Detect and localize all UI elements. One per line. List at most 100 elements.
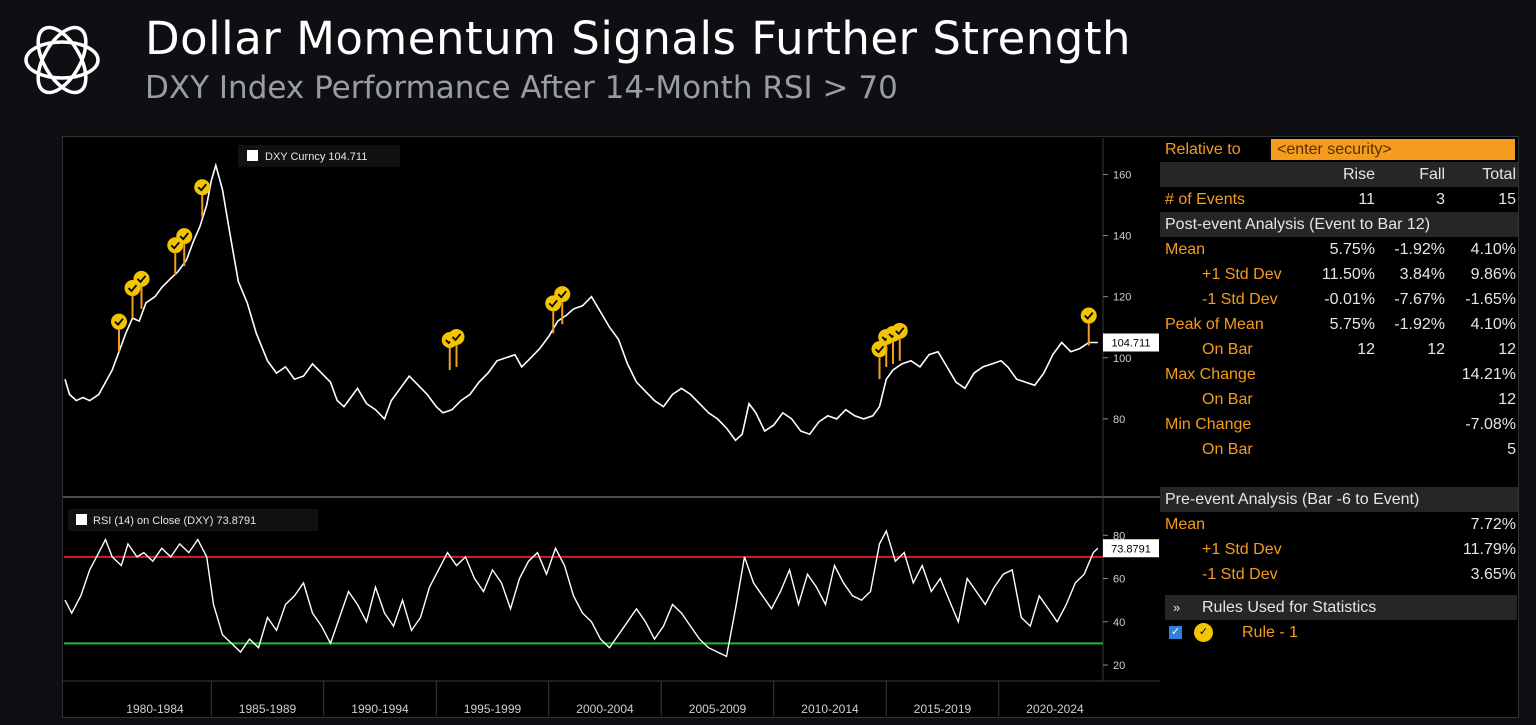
column-total: Total <box>1482 166 1516 183</box>
rsi-last-value-label: 73.8791 <box>1111 543 1151 555</box>
x-axis-label: 2005-2009 <box>689 702 747 716</box>
post-event-cell: -0.01% <box>1324 291 1375 308</box>
x-axis-label: 1995-1999 <box>464 702 522 716</box>
post-event-row: Max Change 14.21% <box>1160 362 1518 387</box>
post-event-cell: 12 <box>1498 391 1516 408</box>
post-event-cell: 9.86% <box>1470 266 1516 283</box>
post-event-cell: 14.21% <box>1461 366 1516 383</box>
chevron-double-down-icon[interactable]: » <box>1173 600 1181 615</box>
event-marker-check-icon <box>548 299 558 308</box>
events-total: 15 <box>1498 191 1516 208</box>
pre-event-row-label: Mean <box>1165 516 1206 533</box>
post-event-row-label: -1 Std Dev <box>1202 291 1278 308</box>
x-axis-label: 1980-1984 <box>126 702 184 716</box>
events-fall: 3 <box>1436 191 1445 208</box>
post-event-row-label: Peak of Mean <box>1165 316 1264 333</box>
event-marker[interactable] <box>871 341 888 358</box>
post-event-row: On Bar 12 <box>1160 387 1518 412</box>
rsi-last-value-tag <box>1103 539 1159 558</box>
post-event-row: On Bar 12 12 12 <box>1160 337 1518 362</box>
post-event-cell: 12 <box>1427 341 1445 358</box>
rule-label: Rule - 1 <box>1242 624 1299 641</box>
post-event-header: Post-event Analysis (Event to Bar 12) <box>1160 212 1518 237</box>
page-subtitle: DXY Index Performance After 14-Month RSI… <box>145 70 898 106</box>
event-marker[interactable] <box>176 228 193 245</box>
price-last-value-label: 104.711 <box>1112 338 1151 350</box>
column-rise: Rise <box>1342 166 1375 183</box>
x-axis-label: 2015-2019 <box>914 702 972 716</box>
event-marker-check-icon <box>179 232 189 241</box>
post-event-cell: 5 <box>1507 441 1516 458</box>
rule-row: ✓ ✓ Rule - 1 <box>1160 620 1518 645</box>
rsi-legend-swatch <box>76 514 87 525</box>
price-legend-text: DXY Curncy 104.711 <box>265 151 367 163</box>
event-marker-check-icon <box>127 284 138 293</box>
post-event-row-label: Max Change <box>1165 366 1256 383</box>
event-marker-check-icon <box>136 275 147 284</box>
event-marker-check-icon <box>895 327 905 336</box>
x-axis-label: 2020-2024 <box>1026 702 1084 716</box>
post-event-cell: 11.50% <box>1321 266 1375 283</box>
pre-event-row: -1 Std Dev 3.65% <box>1160 562 1518 587</box>
post-event-row: On Bar 5 <box>1160 437 1518 462</box>
x-axis-label: 2010-2014 <box>801 702 859 716</box>
post-event-row-label: Mean <box>1165 241 1206 258</box>
events-row: # of Events 11 3 15 <box>1160 187 1518 212</box>
post-event-cell: 5.75% <box>1329 241 1375 258</box>
price-axis-tick-label: 140 <box>1113 231 1131 243</box>
price-last-value-tag <box>1103 333 1159 352</box>
event-marker[interactable] <box>448 328 465 345</box>
rules-header-row[interactable]: » Rules Used for Statistics <box>1165 595 1517 620</box>
event-marker[interactable] <box>133 270 150 287</box>
event-marker[interactable] <box>111 313 127 330</box>
rsi-line <box>64 529 1099 658</box>
price-legend-swatch <box>247 150 258 161</box>
post-event-cell: -1.65% <box>1465 291 1516 308</box>
post-event-cell: 4.10% <box>1470 241 1516 258</box>
post-event-row: +1 Std Dev 11.50% 3.84% 9.86% <box>1160 262 1518 287</box>
x-axis-label: 1990-1994 <box>351 702 409 716</box>
pre-event-cell: 11.79% <box>1462 541 1516 558</box>
pre-event-cell: 3.65% <box>1470 566 1516 583</box>
rsi-legend-text: RSI (14) on Close (DXY) 73.8791 <box>93 515 256 527</box>
price-axis-tick-label: 120 <box>1113 292 1131 304</box>
statistics-panel: Relative to <enter security> Rise Fall T… <box>1160 137 1518 717</box>
post-event-cell: -7.67% <box>1394 291 1445 308</box>
brand-logo-icon <box>24 25 100 95</box>
pre-event-row: +1 Std Dev 11.79% <box>1160 537 1518 562</box>
event-marker-check-icon <box>170 241 180 250</box>
price-axis-tick-label: 80 <box>1113 414 1125 426</box>
post-event-cell: -7.08% <box>1465 416 1516 433</box>
post-event-cell: -1.92% <box>1394 316 1445 333</box>
post-event-row: Min Change -7.08% <box>1160 412 1518 437</box>
post-event-row: -1 Std Dev -0.01% -7.67% -1.65% <box>1160 287 1518 312</box>
post-event-row-label: +1 Std Dev <box>1202 266 1282 283</box>
event-marker[interactable] <box>1080 307 1097 324</box>
rsi-axis-tick-label: 60 <box>1113 574 1125 586</box>
event-marker-check-icon <box>557 290 567 299</box>
post-event-cell: 5.75% <box>1329 316 1375 333</box>
security-input[interactable]: <enter security> <box>1271 139 1515 160</box>
post-event-cell: -1.92% <box>1394 241 1445 258</box>
post-event-row-label: On Bar <box>1202 341 1253 358</box>
column-fall: Fall <box>1419 166 1445 183</box>
post-event-cell: 4.10% <box>1470 316 1516 333</box>
event-marker[interactable] <box>891 322 908 339</box>
events-label: # of Events <box>1165 191 1246 208</box>
pre-event-row-label: +1 Std Dev <box>1202 541 1282 558</box>
x-axis-label: 1985-1989 <box>239 702 297 716</box>
event-marker-check-icon <box>874 345 885 354</box>
post-event-cell: 12 <box>1357 341 1375 358</box>
pre-event-header: Pre-event Analysis (Bar -6 to Event) <box>1160 487 1518 512</box>
rule-checkbox[interactable]: ✓ <box>1169 626 1182 639</box>
post-event-cell: 3.84% <box>1399 266 1445 283</box>
post-event-row-label: On Bar <box>1202 441 1253 458</box>
dxy-price-line <box>64 162 1098 442</box>
events-rise: 11 <box>1358 191 1375 208</box>
rsi-legend-box <box>68 509 318 531</box>
event-marker[interactable] <box>194 179 211 196</box>
event-marker[interactable] <box>554 286 571 303</box>
price-axis-tick-label: 160 <box>1113 169 1131 181</box>
relative-to-row: Relative to <enter security> <box>1160 137 1518 162</box>
